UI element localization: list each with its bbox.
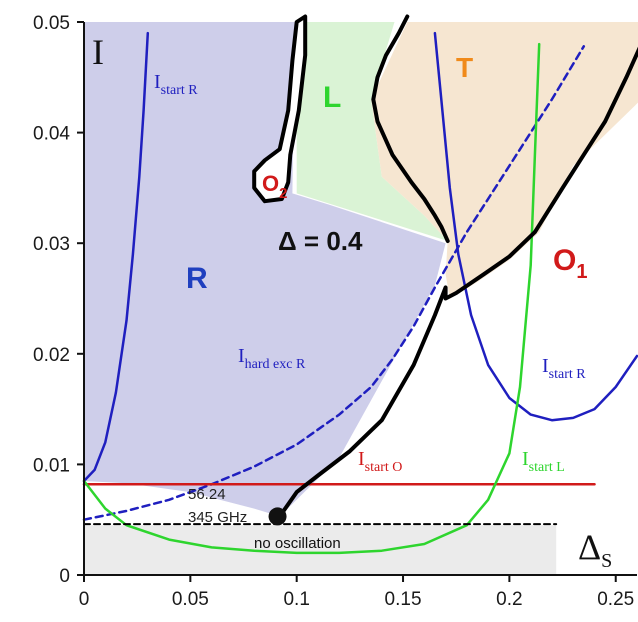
series-layer (82, 14, 638, 555)
ihard-exc-r-label: Ihard exc R (238, 345, 306, 372)
x-tick-label: 0.1 (283, 589, 309, 610)
series-istart-l (82, 42, 541, 555)
axes-layer (83, 22, 637, 576)
series-boundary (277, 46, 638, 519)
marker-label-line1: 56.24 (188, 486, 226, 503)
istart-o-label: Istart O (358, 448, 402, 475)
region-layer (84, 22, 638, 575)
y-tick-label: 0 (59, 566, 70, 587)
region-t (371, 22, 638, 299)
region-label-o2: O2 (262, 171, 287, 202)
y-tick-label: 0.05 (33, 13, 70, 34)
region-l (296, 22, 448, 241)
region-label-t: T (456, 52, 473, 83)
operating-point-marker (268, 507, 287, 526)
marker-label-line2: 345 GHz (188, 509, 247, 526)
y-tick-label: 0.04 (33, 124, 70, 145)
x-tick-label: 0.2 (496, 589, 522, 610)
y-tick-label: 0.03 (33, 234, 70, 255)
series-istart-r (82, 31, 150, 483)
y-tick-label: 0.02 (33, 345, 70, 366)
istart-r-top-label: Istart R (154, 71, 198, 98)
x-tick-label: 0.15 (385, 589, 422, 610)
x-tick-label: 0 (79, 589, 90, 610)
region-label-o1: O1 (553, 244, 587, 283)
series-boundary (371, 14, 450, 243)
tick-layer: 0 0.05 0.1 0.15 0.2 0.25 0 0.01 0.02 0.03 0.04 0.05 (33, 13, 634, 610)
istart-l-label: Istart L (522, 448, 565, 475)
x-tick-label: 0.25 (597, 589, 634, 610)
series-o2-boundary (252, 14, 308, 204)
istart-r-right-label: Istart R (542, 355, 586, 382)
region-r (84, 22, 446, 517)
series-istart-r (433, 31, 638, 422)
region-label-l: L (323, 81, 341, 114)
series-ihard-exc-r (82, 45, 586, 521)
delta-annotation: Δ = 0.4 (278, 226, 363, 256)
no-oscillation-label: no oscillation (254, 535, 341, 552)
marker-layer (268, 507, 287, 526)
x-tick-label: 0.05 (172, 589, 209, 610)
y-tick-label: 0.01 (33, 455, 70, 476)
y-axis-variable: I (92, 32, 104, 72)
x-axis-variable: ΔS (578, 527, 612, 572)
region-label-r: R (186, 262, 208, 295)
